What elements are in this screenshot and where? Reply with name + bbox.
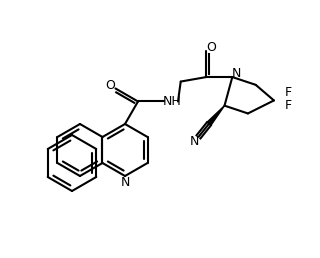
Polygon shape: [207, 106, 225, 125]
Text: NH: NH: [163, 95, 181, 108]
Text: F: F: [284, 86, 292, 99]
Text: N: N: [232, 67, 241, 79]
Text: O: O: [206, 41, 216, 54]
Text: N: N: [190, 135, 199, 148]
Text: O: O: [106, 79, 116, 92]
Text: N: N: [120, 176, 130, 189]
Text: F: F: [284, 99, 292, 112]
